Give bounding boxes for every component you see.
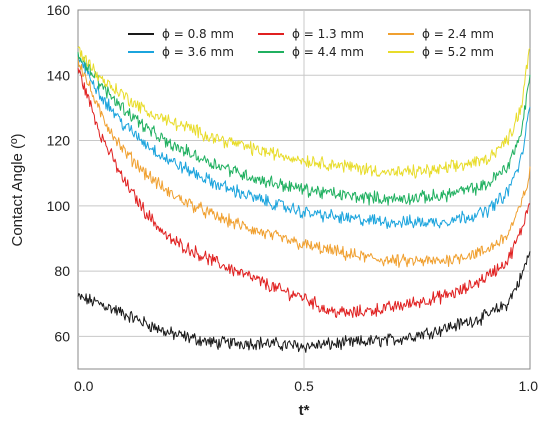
x-axis-label: t* bbox=[299, 402, 310, 419]
legend-label: ϕ = 5.2 mm bbox=[422, 45, 494, 59]
legend-label: ϕ = 0.8 mm bbox=[162, 27, 234, 41]
legend-label: ϕ = 4.4 mm bbox=[292, 45, 364, 59]
legend-label: ϕ = 3.6 mm bbox=[162, 45, 234, 59]
x-tick-label: 0.5 bbox=[294, 378, 314, 394]
y-tick-label: 160 bbox=[47, 2, 71, 18]
legend-label: ϕ = 2.4 mm bbox=[422, 27, 494, 41]
y-tick-label: 120 bbox=[47, 133, 71, 149]
y-tick-label: 80 bbox=[54, 263, 70, 279]
y-axis-label: Contact Angle (º) bbox=[9, 133, 26, 246]
y-tick-label: 100 bbox=[47, 198, 71, 214]
series-line bbox=[77, 51, 531, 206]
y-tick-label: 140 bbox=[47, 67, 71, 83]
x-tick-label: 0.0 bbox=[74, 378, 94, 394]
series-line bbox=[77, 53, 531, 229]
series-line bbox=[77, 56, 531, 268]
legend-label: ϕ = 1.3 mm bbox=[292, 27, 364, 41]
x-tick-label: 1.0 bbox=[519, 378, 539, 394]
series-line bbox=[77, 46, 531, 179]
series-layer bbox=[77, 46, 531, 353]
series-line bbox=[77, 251, 531, 353]
tick-labels: 60 80 100 120 140 160 0.0 0.5 1.0 bbox=[47, 2, 539, 394]
series-line bbox=[77, 67, 531, 318]
y-tick-label: 60 bbox=[54, 328, 70, 344]
legend: ϕ = 0.8 mm ϕ = 1.3 mm ϕ = 2.4 mm ϕ = 3.6 mm… bbox=[128, 27, 494, 59]
